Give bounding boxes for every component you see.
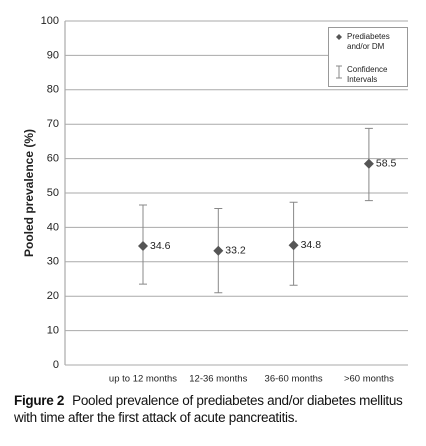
legend-label: Prediabetes and/or DM [347,32,390,51]
point [288,240,299,251]
y-tick-label: 40 [47,221,59,233]
y-tick-label: 0 [53,359,59,371]
legend-error-icon [336,65,342,79]
y-tick-label: 30 [47,256,59,268]
y-tick-label: 60 [47,153,59,165]
y-tick-label: 80 [47,84,59,96]
caption-text: Pooled prevalence of prediabetes and/or … [14,393,403,425]
point [213,245,224,256]
y-tick-label: 100 [41,15,59,27]
x-tick-label: >60 months [344,374,394,385]
data-label: 58.5 [376,158,397,170]
y-tick-label: 90 [47,49,59,61]
y-axis-label: Pooled prevalence (%) [22,129,36,257]
legend: Prediabetes and/or DM Confidence Interva… [328,27,408,87]
y-tick-label: 20 [47,290,59,302]
data-label: 33.2 [225,245,246,257]
point [363,158,374,169]
caption: Figure 2 Pooled prevalence of prediabetes… [14,392,419,426]
x-tick-label: 36-60 months [265,374,323,385]
legend-marker [336,34,342,40]
legend-label: Confidence Intervals [347,65,388,84]
chart: Pooled prevalence (%) 0 10 20 30 40 50 60 70 80 9… [22,15,408,385]
x-tick-label: up to 12 months [109,374,177,385]
caption-label: Figure 2 [14,393,65,408]
point [138,240,148,251]
data-label: 34.8 [301,239,322,251]
legend-icons [336,34,342,79]
y-tick-label: 70 [47,118,59,130]
data-label: 34.6 [150,240,171,252]
y-tick-label: 50 [47,187,59,199]
y-tick-label: 10 [47,325,59,337]
x-tick-label: 12-36 months [189,374,247,385]
